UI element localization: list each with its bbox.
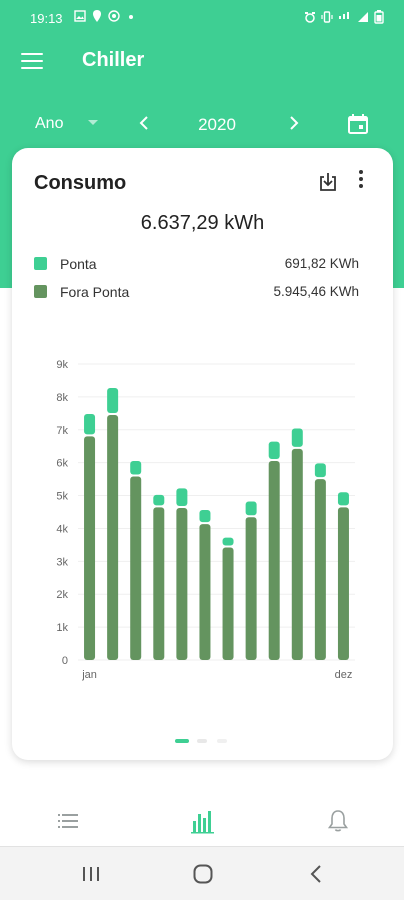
legend-value: 691,82 KWh (284, 256, 359, 271)
vibrate-icon (321, 11, 333, 23)
menu-icon[interactable] (21, 53, 43, 69)
back-icon[interactable] (306, 863, 328, 885)
legend-label: Ponta (60, 256, 97, 272)
bar-fora-ponta (84, 436, 96, 660)
y-tick-label: 7k (56, 425, 68, 437)
bar-ponta (107, 388, 119, 413)
y-tick-label: 3k (56, 556, 68, 568)
page-indicator (173, 739, 243, 745)
alarm-icon (305, 12, 315, 23)
page-dot[interactable] (197, 739, 207, 743)
bar-ponta (291, 428, 303, 447)
bar-fora-ponta (153, 507, 165, 660)
y-tick-label: 0 (62, 655, 68, 667)
battery-icon (374, 10, 384, 24)
status-right-icons (304, 10, 384, 24)
bottom-navigation (0, 790, 404, 846)
x-tick-label: dez (335, 669, 353, 681)
bar-ponta (222, 537, 234, 546)
chevron-right-icon[interactable] (284, 112, 302, 134)
bar-chart-icon[interactable] (190, 808, 216, 834)
bar-fora-ponta (245, 517, 257, 660)
y-tick-label: 2k (56, 589, 68, 601)
bar-ponta (176, 488, 188, 507)
location-icon (93, 10, 101, 22)
download-icon[interactable] (317, 171, 339, 193)
bar-fora-ponta (107, 414, 119, 660)
app-title: Chiller (82, 49, 145, 71)
app-bar: Chiller (0, 36, 404, 88)
legend-swatch-fora-ponta (34, 285, 47, 298)
signal-icon (358, 12, 368, 22)
x-tick-label: jan (81, 669, 97, 681)
bar-fora-ponta (314, 479, 326, 660)
dot-icon (129, 15, 133, 19)
status-time: 19:13 (30, 11, 63, 26)
y-tick-label: 1k (56, 622, 68, 634)
system-navigation-bar (0, 846, 404, 900)
bar-fora-ponta (268, 461, 280, 660)
status-left-icons (74, 10, 136, 22)
page-dot[interactable] (217, 739, 227, 743)
period-select[interactable]: Ano (35, 115, 64, 132)
calendar-icon[interactable] (346, 112, 370, 136)
legend-label: Fora Ponta (60, 284, 130, 300)
status-bar: 19:13 (0, 0, 404, 36)
y-tick-label: 9k (56, 359, 68, 371)
bar-fora-ponta (291, 448, 303, 660)
recent-apps-icon[interactable] (80, 863, 102, 885)
bar-ponta (130, 461, 142, 475)
bar-fora-ponta (222, 547, 234, 660)
legend-value: 5.945,46 KWh (273, 284, 359, 299)
bar-ponta (199, 510, 211, 523)
whatsapp-icon (108, 10, 120, 22)
bar-fora-ponta (199, 524, 211, 660)
home-icon[interactable] (192, 863, 214, 885)
dropdown-caret-icon[interactable] (88, 120, 98, 125)
gallery-icon (74, 10, 86, 22)
y-tick-label: 5k (56, 491, 68, 503)
y-tick-label: 6k (56, 458, 68, 470)
card-title: Consumo (34, 172, 127, 194)
page-dot-active[interactable] (175, 739, 189, 743)
bar-fora-ponta (337, 507, 349, 660)
y-tick-label: 4k (56, 523, 68, 535)
total-consumption: 6.637,29 kWh (140, 212, 265, 234)
chevron-left-icon[interactable] (136, 112, 154, 134)
bar-fora-ponta (176, 508, 188, 660)
y-tick-label: 8k (56, 392, 68, 404)
legend-swatch-ponta (34, 257, 47, 270)
bar-ponta (84, 413, 96, 435)
consumption-bar-chart: 0 1k 2k 3k 4k 5k 6k 7k 8k 9k jan dez (56, 359, 355, 681)
bar-ponta (268, 441, 280, 460)
bar-ponta (153, 494, 165, 506)
year-label: 2020 (198, 115, 236, 134)
legend-item-fora-ponta: Fora Ponta 5.945,46 KWh (34, 283, 359, 303)
lte-icon (339, 12, 349, 19)
bar-ponta (337, 492, 349, 506)
period-filter-bar: Ano 2020 (0, 104, 404, 144)
list-icon[interactable] (55, 808, 81, 834)
bar-ponta (245, 501, 257, 516)
bar-ponta (314, 463, 326, 478)
legend-item-ponta: Ponta 691,82 KWh (34, 255, 359, 275)
more-vert-icon[interactable] (356, 170, 366, 192)
bar-fora-ponta (130, 476, 142, 660)
bell-icon[interactable] (325, 808, 351, 834)
consumption-card: Consumo 6.637,29 kWh Ponta 691,82 KWh Fo… (12, 148, 393, 760)
